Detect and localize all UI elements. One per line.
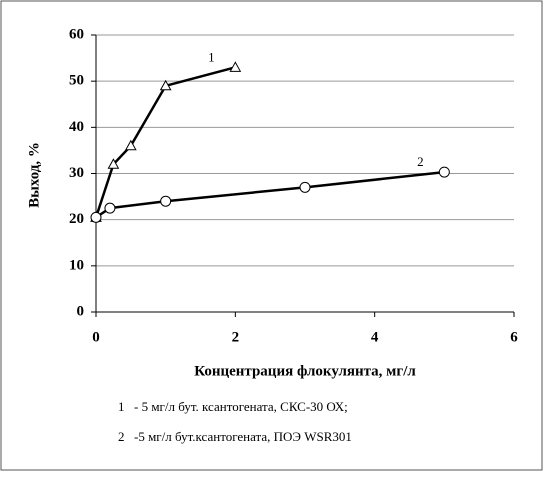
point — [107, 158, 120, 169]
legend-number: 1 — [118, 399, 125, 414]
y-tick-label: 20 — [69, 211, 84, 227]
point — [229, 61, 242, 72]
y-axis-label: Выход, % — [26, 142, 42, 208]
point — [104, 202, 116, 214]
x-tick-label: 4 — [371, 329, 379, 345]
series-label: 2 — [417, 154, 424, 169]
y-tick-label: 30 — [69, 165, 84, 181]
y-tick-label: 40 — [69, 119, 84, 135]
point — [160, 195, 172, 207]
point — [159, 79, 172, 91]
point — [124, 139, 137, 151]
x-tick-label: 0 — [92, 329, 100, 345]
x-tick-label: 2 — [232, 329, 240, 345]
y-tick-label: 0 — [77, 303, 85, 319]
x-tick-label: 6 — [510, 329, 518, 345]
x-axis-label: Концентрация флокулянта, мг/л — [194, 363, 416, 379]
legend-text: - 5 мг/л бут. ксантогената, СКС-30 ОХ; — [134, 399, 348, 414]
point — [90, 211, 102, 223]
y-tick-label: 10 — [69, 257, 84, 273]
series-label: 1 — [208, 49, 215, 64]
y-tick-label: 50 — [69, 73, 84, 89]
y-tick-label: 60 — [69, 26, 84, 42]
point — [438, 166, 450, 178]
legend-text: -5 мг/л бут.ксантогената, ПОЭ WSR301 — [134, 429, 352, 444]
point — [299, 181, 311, 193]
legend-number: 2 — [118, 429, 125, 444]
